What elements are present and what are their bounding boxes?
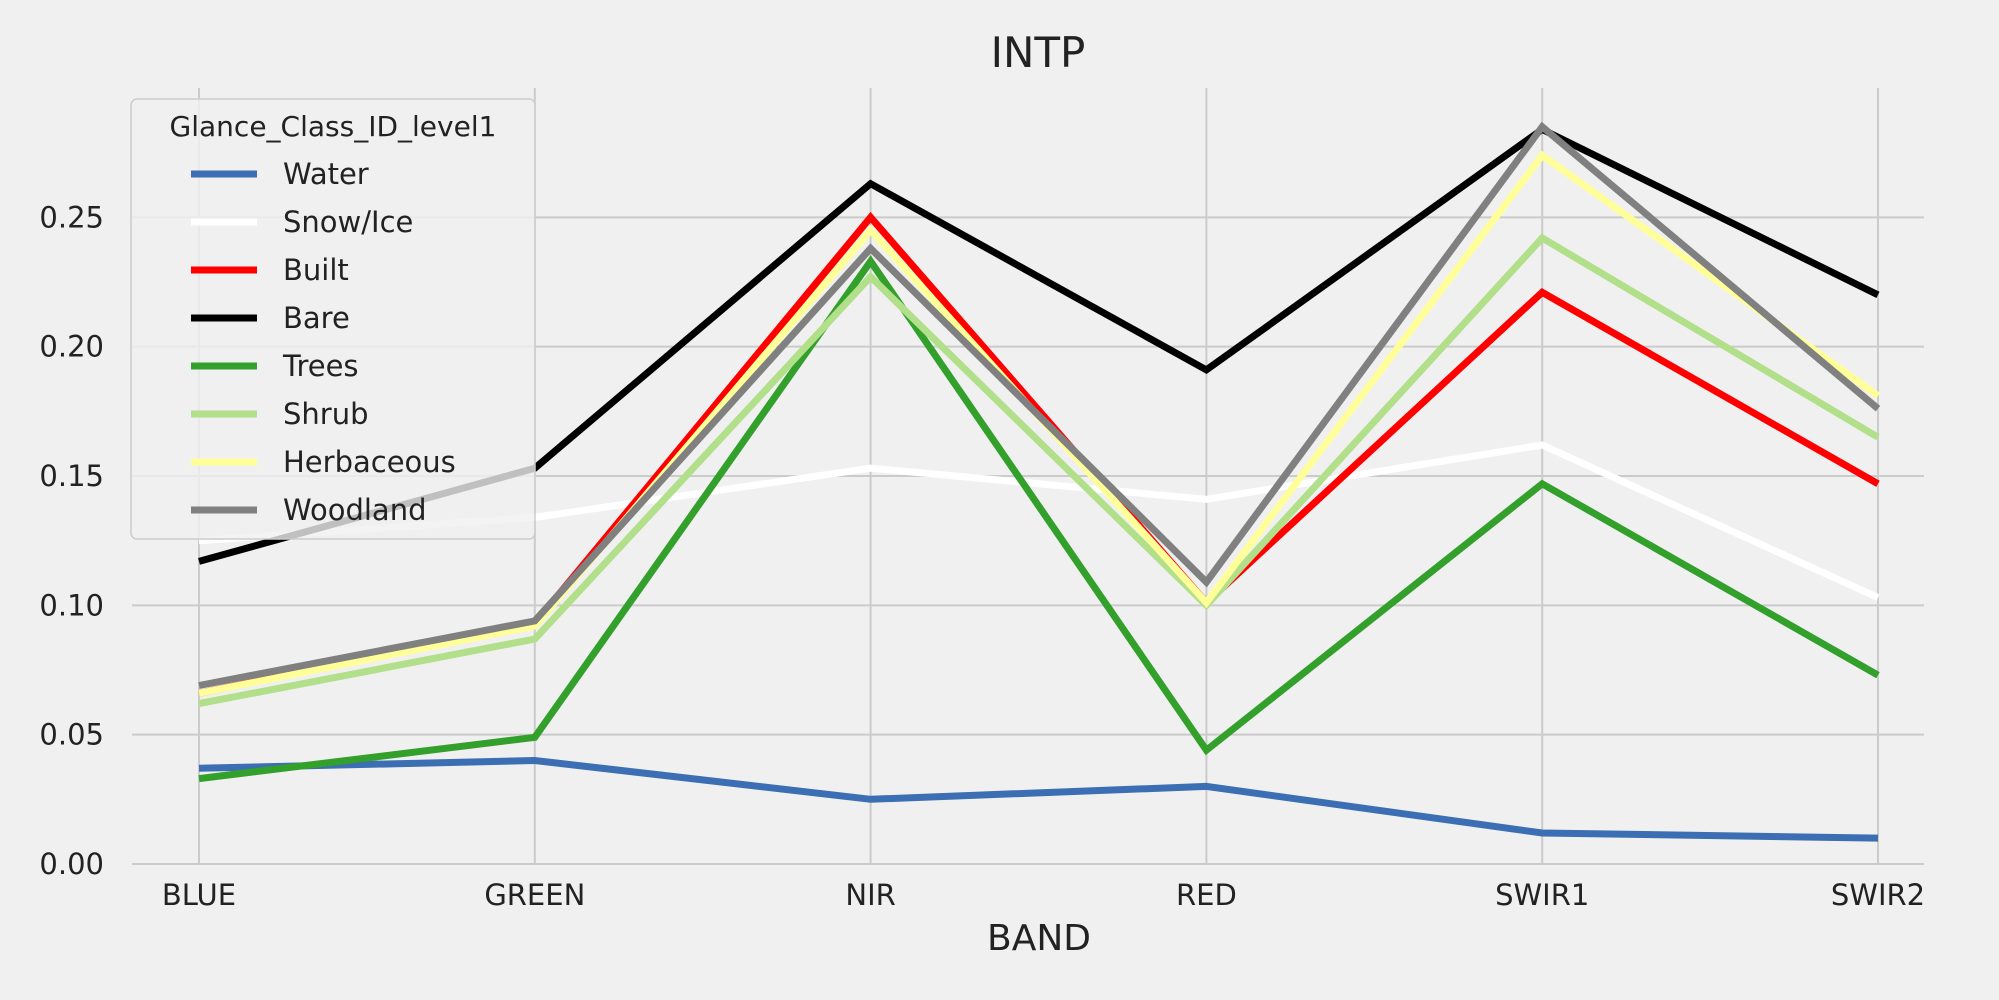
y-tick-label: 0.25 (39, 200, 104, 234)
series-line-shrub (198, 233, 1880, 708)
legend-label-trees: Trees (282, 349, 359, 383)
legend-title: Glance_Class_ID_level1 (170, 110, 497, 143)
y-tick-label: 0.15 (39, 459, 104, 493)
legend-label-herbaceous: Herbaceous (283, 445, 456, 479)
legend-frame (130, 98, 536, 540)
legend-label-woodland: Woodland (283, 493, 427, 527)
y-tick-label: 0.20 (39, 330, 104, 364)
legend-label-snow-ice: Snow/Ice (283, 205, 413, 239)
x-tick-label: SWIR2 (1831, 878, 1925, 912)
legend-items: Water Snow/Ice Built Bare Trees Shrub Herbaceo… (191, 157, 456, 527)
x-tick-label: NIR (845, 878, 895, 912)
x-tick-label: RED (1176, 878, 1237, 912)
x-tick-label: BLUE (162, 878, 236, 912)
legend: Glance_Class_ID_level1 Water Snow/Ice Buil… (130, 98, 536, 540)
y-tick-label: 0.00 (39, 847, 104, 881)
legend-label-built: Built (283, 253, 349, 287)
series-line-water (198, 756, 1879, 842)
x-tick-label: SWIR1 (1495, 878, 1589, 912)
x-axis-title: BAND (987, 918, 1091, 959)
series-line-woodland (198, 121, 1881, 689)
x-tick-labels: BLUE GREEN NIR RED SWIR1 SWIR2 (162, 878, 1925, 912)
y-tick-label: 0.05 (39, 718, 104, 752)
legend-label-water: Water (283, 157, 369, 191)
legend-label-shrub: Shrub (283, 397, 369, 431)
x-tick-label: GREEN (484, 878, 585, 912)
legend-label-bare: Bare (283, 301, 350, 335)
series-line-trees (198, 255, 1880, 783)
y-tick-labels: 0.00 0.05 0.10 0.15 0.20 0.25 (39, 200, 104, 881)
y-tick-label: 0.10 (39, 588, 104, 622)
chart-title: INTP (991, 28, 1086, 77)
